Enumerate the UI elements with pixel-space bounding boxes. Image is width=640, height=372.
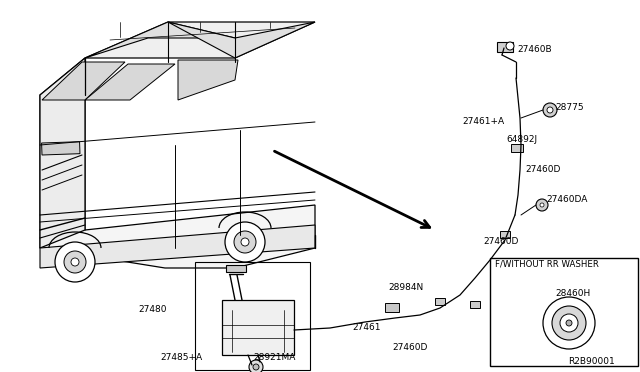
Bar	[42, 142, 80, 155]
Circle shape	[560, 314, 578, 332]
Text: 28984N: 28984N	[388, 283, 423, 292]
Text: 28775: 28775	[555, 103, 584, 112]
Bar	[226, 265, 246, 272]
Text: 27460B: 27460B	[517, 45, 552, 55]
Polygon shape	[42, 62, 125, 100]
Circle shape	[543, 103, 557, 117]
Bar	[385, 303, 399, 312]
Bar	[497, 42, 513, 52]
Circle shape	[566, 320, 572, 326]
Circle shape	[71, 258, 79, 266]
Circle shape	[234, 231, 256, 253]
Text: 27461+A: 27461+A	[462, 118, 504, 126]
Text: 28460H: 28460H	[555, 289, 590, 298]
Text: 27460DA: 27460DA	[546, 196, 588, 205]
Bar	[470, 301, 480, 308]
Text: 64892J: 64892J	[506, 135, 537, 144]
Circle shape	[241, 238, 249, 246]
Polygon shape	[40, 58, 315, 268]
Bar	[195, 262, 310, 370]
Polygon shape	[178, 60, 238, 100]
Circle shape	[64, 251, 86, 273]
Text: 28921MA: 28921MA	[253, 353, 296, 362]
Circle shape	[543, 297, 595, 349]
Circle shape	[253, 364, 259, 370]
Text: 27460D: 27460D	[483, 237, 518, 247]
Bar	[222, 300, 294, 355]
Circle shape	[55, 242, 95, 282]
Bar	[500, 231, 510, 238]
Circle shape	[536, 199, 548, 211]
Circle shape	[249, 360, 263, 372]
Circle shape	[225, 222, 265, 262]
Circle shape	[540, 203, 544, 207]
Polygon shape	[85, 22, 315, 58]
Polygon shape	[85, 64, 175, 100]
Text: 27480: 27480	[138, 305, 166, 314]
Polygon shape	[40, 58, 85, 248]
Polygon shape	[85, 22, 235, 58]
Text: 27485+A: 27485+A	[160, 353, 202, 362]
Text: 27460D: 27460D	[392, 343, 428, 353]
Text: R2B90001: R2B90001	[568, 357, 615, 366]
Bar	[490, 258, 638, 366]
Circle shape	[547, 107, 553, 113]
Text: F/WITHOUT RR WASHER: F/WITHOUT RR WASHER	[495, 260, 599, 269]
Bar	[435, 298, 445, 305]
Text: 27461: 27461	[352, 324, 381, 333]
Circle shape	[506, 42, 514, 50]
Circle shape	[552, 306, 586, 340]
Polygon shape	[40, 225, 315, 268]
Polygon shape	[168, 22, 315, 58]
Text: 27460D: 27460D	[525, 166, 561, 174]
Bar	[511, 144, 523, 152]
